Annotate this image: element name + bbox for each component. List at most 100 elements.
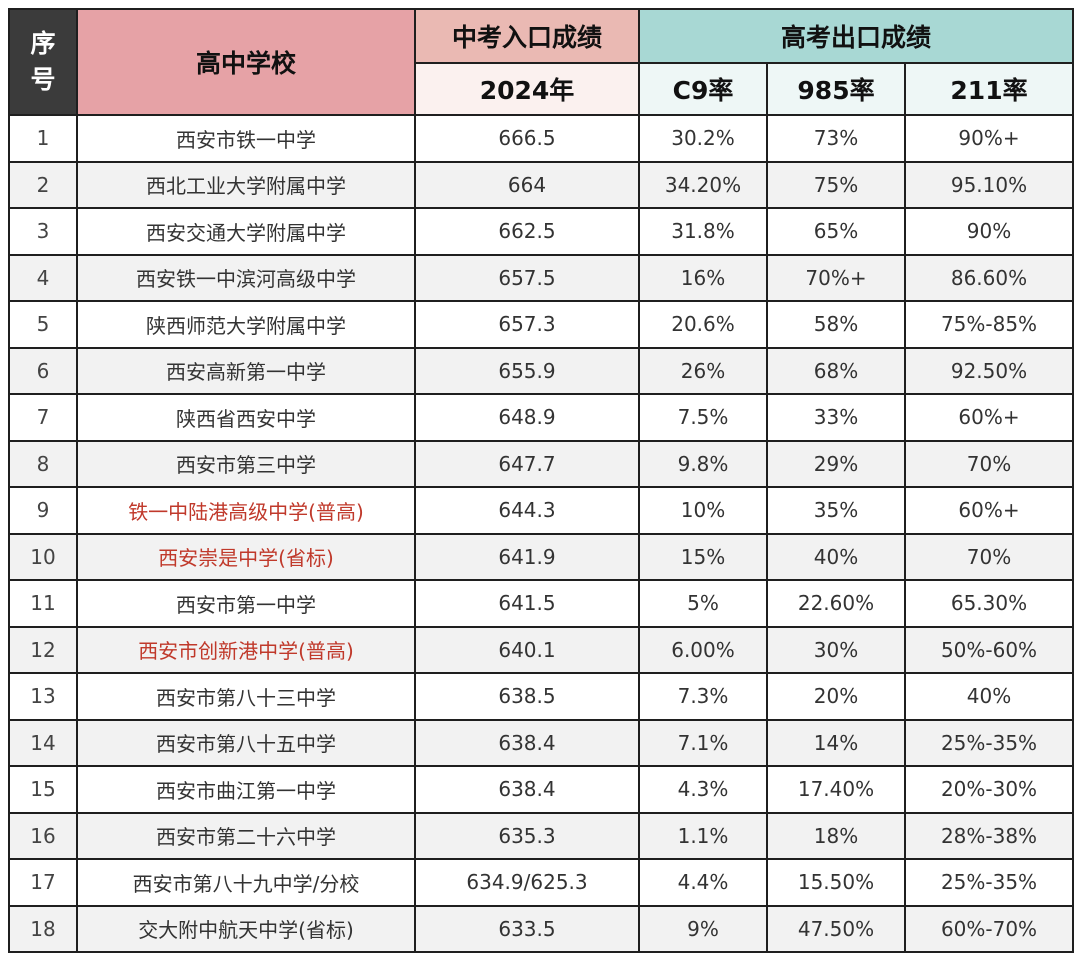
211-rate: 86.60%	[904, 253, 1074, 302]
c9-rate: 7.3%	[638, 672, 768, 721]
985-rate: 75%	[766, 160, 906, 209]
211-rate: 70%	[904, 532, 1074, 581]
entry-score: 640.1	[414, 625, 640, 674]
row-index: 3	[8, 207, 78, 256]
table-row: 2 西北工业大学附属中学 664 34.20% 75% 95.10%	[8, 160, 1074, 209]
row-index: 16	[8, 811, 78, 860]
985-rate: 73%	[766, 114, 906, 163]
985-rate: 18%	[766, 811, 906, 860]
row-index: 4	[8, 253, 78, 302]
table-row: 4 西安铁一中滨河高级中学 657.5 16% 70%+ 86.60%	[8, 253, 1074, 302]
row-index: 8	[8, 439, 78, 488]
c9-rate: 15%	[638, 532, 768, 581]
211-rate: 60%-70%	[904, 904, 1074, 953]
school-name: 西安市第八十九中学/分校	[76, 858, 416, 907]
entry-score-group-header: 中考入口成绩	[414, 8, 640, 64]
c9-rate: 4.4%	[638, 858, 768, 907]
entry-score: 666.5	[414, 114, 640, 163]
school-name: 陕西省西安中学	[76, 393, 416, 442]
entry-score: 641.5	[414, 579, 640, 628]
211-rate: 50%-60%	[904, 625, 1074, 674]
entry-score: 648.9	[414, 393, 640, 442]
c9-rate-header: C9率	[638, 62, 768, 116]
211-rate: 95.10%	[904, 160, 1074, 209]
985-rate: 68%	[766, 346, 906, 395]
exit-score-group-header: 高考出口成绩	[638, 8, 1074, 64]
211-rate: 92.50%	[904, 346, 1074, 395]
row-index: 1	[8, 114, 78, 163]
table-row: 17 西安市第八十九中学/分校 634.9/625.3 4.4% 15.50% 25%-3…	[8, 858, 1074, 907]
985-rate: 33%	[766, 393, 906, 442]
211-rate: 90%+	[904, 114, 1074, 163]
211-rate: 90%	[904, 207, 1074, 256]
c9-rate: 9.8%	[638, 439, 768, 488]
school-name: 西安高新第一中学	[76, 346, 416, 395]
table-row: 11 西安市第一中学 641.5 5% 22.60% 65.30%	[8, 579, 1074, 628]
school-name: 西安市曲江第一中学	[76, 765, 416, 814]
header-row-2: 2024年 C9率 985率 211率	[9, 62, 1074, 116]
row-index: 6	[8, 346, 78, 395]
table-row: 16 西安市第二十六中学 635.3 1.1% 18% 28%-38%	[8, 811, 1074, 860]
entry-score: 647.7	[414, 439, 640, 488]
row-index: 13	[8, 672, 78, 721]
c9-rate: 20.6%	[638, 300, 768, 349]
school-name: 铁一中陆港高级中学(普高)	[76, 486, 416, 535]
school-name: 西北工业大学附属中学	[76, 160, 416, 209]
211-rate: 40%	[904, 672, 1074, 721]
211-rate: 70%	[904, 439, 1074, 488]
c9-rate: 7.1%	[638, 718, 768, 767]
985-rate: 70%+	[766, 253, 906, 302]
211-rate-header: 211率	[904, 62, 1074, 116]
school-name: 西安市第八十三中学	[76, 672, 416, 721]
c9-rate: 6.00%	[638, 625, 768, 674]
school-name: 西安交通大学附属中学	[76, 207, 416, 256]
table-row: 12 西安市创新港中学(普高) 640.1 6.00% 30% 50%-60%	[8, 625, 1074, 674]
school-name: 西安市第一中学	[76, 579, 416, 628]
school-name: 西安市创新港中学(普高)	[76, 625, 416, 674]
985-rate: 29%	[766, 439, 906, 488]
school-name: 西安铁一中滨河高级中学	[76, 253, 416, 302]
table-row: 8 西安市第三中学 647.7 9.8% 29% 70%	[8, 439, 1074, 488]
row-index: 14	[8, 718, 78, 767]
entry-score: 634.9/625.3	[414, 858, 640, 907]
985-rate: 15.50%	[766, 858, 906, 907]
table-row: 13 西安市第八十三中学 638.5 7.3% 20% 40%	[8, 672, 1074, 721]
c9-rate: 7.5%	[638, 393, 768, 442]
211-rate: 28%-38%	[904, 811, 1074, 860]
entry-score: 641.9	[414, 532, 640, 581]
row-index: 12	[8, 625, 78, 674]
school-name: 陕西师范大学附属中学	[76, 300, 416, 349]
c9-rate: 1.1%	[638, 811, 768, 860]
985-rate: 14%	[766, 718, 906, 767]
c9-rate: 4.3%	[638, 765, 768, 814]
school-name: 西安市铁一中学	[76, 114, 416, 163]
985-rate: 20%	[766, 672, 906, 721]
entry-score: 638.4	[414, 718, 640, 767]
c9-rate: 26%	[638, 346, 768, 395]
985-rate-header: 985率	[766, 62, 906, 116]
985-rate: 47.50%	[766, 904, 906, 953]
211-rate: 60%+	[904, 486, 1074, 535]
entry-score: 635.3	[414, 811, 640, 860]
c9-rate: 31.8%	[638, 207, 768, 256]
school-name: 西安市第二十六中学	[76, 811, 416, 860]
c9-rate: 9%	[638, 904, 768, 953]
entry-score: 664	[414, 160, 640, 209]
header-row-1: 序号 高中学校 中考入口成绩 高考出口成绩	[8, 8, 1074, 116]
school-name: 交大附中航天中学(省标)	[76, 904, 416, 953]
c9-rate: 5%	[638, 579, 768, 628]
row-index: 18	[8, 904, 78, 953]
row-index: 2	[8, 160, 78, 209]
211-rate: 20%-30%	[904, 765, 1074, 814]
entry-score: 638.4	[414, 765, 640, 814]
row-index: 5	[8, 300, 78, 349]
table-row: 7 陕西省西安中学 648.9 7.5% 33% 60%+	[8, 393, 1074, 442]
row-index: 17	[8, 858, 78, 907]
index-header-label: 序号	[30, 29, 56, 94]
table-row: 6 西安高新第一中学 655.9 26% 68% 92.50%	[8, 346, 1074, 395]
table-row: 5 陕西师范大学附属中学 657.3 20.6% 58% 75%-85%	[8, 300, 1074, 349]
row-index: 9	[8, 486, 78, 535]
entry-score: 655.9	[414, 346, 640, 395]
211-rate: 65.30%	[904, 579, 1074, 628]
year-header: 2024年	[414, 62, 640, 116]
